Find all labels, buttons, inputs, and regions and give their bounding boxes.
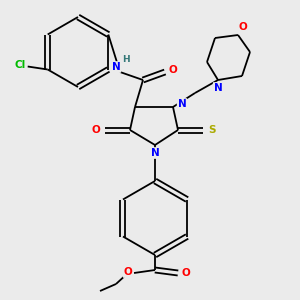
Text: Cl: Cl (14, 61, 25, 70)
Text: O: O (124, 267, 132, 277)
Text: N: N (214, 83, 222, 93)
Text: O: O (238, 22, 247, 32)
Text: O: O (182, 268, 190, 278)
Text: N: N (112, 62, 120, 72)
Text: O: O (92, 125, 100, 135)
Text: O: O (169, 65, 177, 75)
Text: S: S (208, 125, 216, 135)
Text: N: N (178, 99, 186, 109)
Text: H: H (122, 56, 130, 64)
Text: N: N (151, 148, 159, 158)
